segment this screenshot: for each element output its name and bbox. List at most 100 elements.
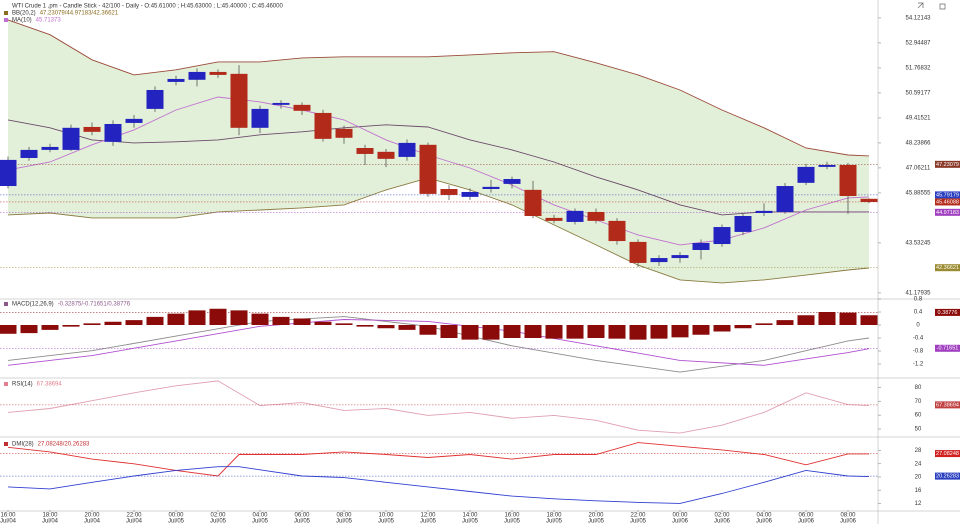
candle-body	[125, 118, 143, 123]
macd-bar	[650, 325, 668, 339]
candle-body	[734, 215, 752, 232]
value-badge-label: 27.08248	[936, 451, 959, 457]
macd-bar	[776, 320, 794, 325]
candle-body	[62, 127, 80, 150]
value-badge	[935, 450, 960, 458]
candle-body	[692, 242, 710, 250]
x-tick-label: 16:00	[0, 513, 16, 519]
x-tick-date: Jul/05	[378, 519, 395, 524]
value-badge	[935, 472, 960, 480]
macd-bar	[293, 318, 311, 325]
candle-body	[482, 186, 500, 190]
chart-title: WTI Crude 1 ,pm - Candle Stick - 42/100 …	[12, 4, 283, 10]
candle-body	[545, 217, 563, 221]
value-badge	[935, 308, 960, 316]
legend-name: MA(10)	[12, 18, 32, 24]
x-tick-label: 14:00	[462, 513, 478, 519]
candle-body	[671, 255, 689, 259]
macd-bar	[482, 325, 500, 340]
macd-bar	[167, 313, 185, 325]
maximize-button[interactable]	[917, 2, 924, 9]
candle-body	[566, 210, 584, 222]
x-tick-date: Jul/06	[840, 519, 857, 524]
candle-body	[314, 112, 332, 139]
x-tick-label: 18:00	[546, 513, 562, 519]
candle-body	[797, 166, 815, 183]
y-tick-label: 80	[915, 385, 922, 391]
candle-body	[650, 258, 668, 263]
macd-bar	[629, 325, 647, 340]
candle-body	[629, 241, 647, 263]
legend-reading: 27.08248/20.26283	[38, 442, 90, 448]
y-tick-label: 24	[915, 461, 922, 467]
candle-body	[104, 123, 122, 142]
value-badge	[935, 160, 960, 168]
x-tick-date: Jul/04	[126, 519, 143, 524]
candle-body	[230, 73, 248, 128]
candle-body	[398, 142, 416, 157]
macd-bar	[62, 325, 80, 327]
macd-bar	[314, 321, 332, 325]
toolbar	[917, 2, 946, 10]
macd-bar	[230, 310, 248, 325]
x-tick-date: Jul/05	[546, 519, 563, 524]
x-tick-date: Jul/05	[168, 519, 185, 524]
y-tick-label: 52.94487	[905, 41, 931, 47]
indicator-line	[7, 19, 870, 157]
x-tick-date: Jul/05	[588, 519, 605, 524]
macd-bar	[860, 315, 878, 325]
macd-bar	[839, 312, 857, 325]
x-tick-date: Jul/06	[714, 519, 731, 524]
macd-bar	[440, 325, 458, 338]
macd-bar	[125, 320, 143, 325]
macd-bar	[146, 316, 164, 325]
y-tick-label: -0.8	[913, 349, 924, 355]
x-tick-date: Jul/06	[798, 519, 815, 524]
x-tick-label: 02:00	[714, 513, 730, 519]
value-badge-label: 67.38694	[936, 402, 959, 408]
macd-bar	[377, 325, 395, 329]
indicator-line	[7, 177, 870, 284]
candle-body	[461, 191, 479, 197]
value-badge-label: 20.26283	[936, 474, 959, 480]
y-tick-label: 0	[916, 323, 920, 329]
x-tick-date: Jul/04	[0, 519, 17, 524]
x-tick-label: 16:00	[504, 513, 520, 519]
legend-reading: 67.38694	[37, 382, 63, 388]
value-badge-label: 44.97183	[936, 210, 959, 216]
candle-body	[356, 147, 374, 154]
y-tick-label: 54.12143	[905, 16, 931, 22]
candle-body	[83, 126, 101, 132]
value-badge-label: -0.71651	[937, 346, 959, 352]
value-badge-label: 42.36621	[936, 265, 959, 271]
y-tick-label: 48.23866	[905, 141, 931, 147]
x-tick-date: Jul/04	[84, 519, 101, 524]
pane: 50 60 70 80 67.38694 RSI(14) 67.38694	[0, 380, 960, 438]
x-tick-label: 06:00	[798, 513, 814, 519]
macd-bar	[566, 325, 584, 339]
candle-body	[293, 104, 311, 111]
candle-body	[251, 108, 269, 128]
y-tick-label: 47.06211	[906, 165, 931, 171]
macd-bar	[524, 325, 542, 338]
candle-body	[377, 151, 395, 159]
x-tick-date: Jul/06	[672, 519, 689, 524]
macd-bar	[398, 325, 416, 330]
x-tick-label: 02:00	[210, 513, 226, 519]
macd-bar	[104, 321, 122, 325]
macd-bar	[83, 323, 101, 325]
value-badge-label: 45.79179	[936, 192, 959, 198]
x-tick-date: Jul/06	[756, 519, 773, 524]
macd-bar	[419, 325, 437, 335]
macd-bar	[755, 323, 773, 325]
indicator-line	[7, 442, 869, 477]
window-button[interactable]	[939, 3, 946, 10]
y-tick-label: 43.53245	[905, 240, 931, 246]
candle-body	[776, 186, 794, 212]
candle-body	[818, 164, 836, 167]
legend-name: RSI(14)	[12, 382, 33, 388]
candle-body	[146, 89, 164, 109]
candle-body	[41, 146, 59, 150]
legend-reading: 45.71373	[36, 18, 62, 24]
value-badge	[935, 344, 960, 352]
